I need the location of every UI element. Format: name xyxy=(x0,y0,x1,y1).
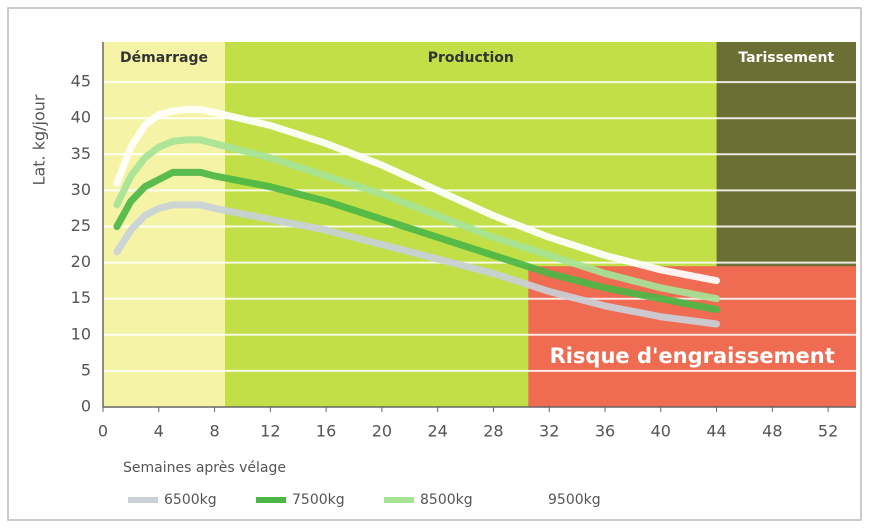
y-tick-label: 5 xyxy=(81,360,91,379)
zone-label: Risque d'engraissement xyxy=(550,344,835,368)
series-line xyxy=(113,201,721,328)
x-tick-label: 28 xyxy=(483,422,503,441)
risk-zone xyxy=(528,266,856,407)
x-tick-label: 0 xyxy=(98,422,108,441)
x-tick-label: 20 xyxy=(372,422,392,441)
x-tick-label: 16 xyxy=(316,422,336,441)
phase-label: Tarissement xyxy=(738,50,834,66)
y-tick-label: 40 xyxy=(71,108,91,127)
x-tick-label: 24 xyxy=(427,422,447,441)
phase-label: Production xyxy=(428,50,514,66)
phase-band xyxy=(103,42,226,407)
y-tick-label: 45 xyxy=(71,72,91,91)
x-tick-label: 12 xyxy=(260,422,280,441)
x-tick-label: 32 xyxy=(539,422,559,441)
x-tick-label: 52 xyxy=(818,422,838,441)
legend-label: 7500kg xyxy=(292,492,345,508)
y-axis-label: Lat. kg/jour xyxy=(30,94,49,185)
y-tick-label: 10 xyxy=(71,324,91,343)
legend-label: 8500kg xyxy=(420,492,473,508)
phase-label: Démarrage xyxy=(120,50,208,66)
x-tick-label: 48 xyxy=(762,422,782,441)
x-tick-label: 4 xyxy=(154,422,164,441)
y-tick-label: 20 xyxy=(71,252,91,271)
x-tick-label: 8 xyxy=(209,422,219,441)
y-tick-label: 0 xyxy=(81,397,91,416)
series-line xyxy=(113,168,721,314)
legend-label: 6500kg xyxy=(164,492,217,508)
series-line xyxy=(113,136,721,303)
y-tick-label: 30 xyxy=(71,180,91,199)
x-tick-label: 36 xyxy=(595,422,615,441)
y-tick-label: 25 xyxy=(71,216,91,235)
legend-label: 9500kg xyxy=(548,492,601,508)
y-tick-label: 15 xyxy=(71,288,91,307)
x-axis-label: Semaines après vélage xyxy=(123,460,286,476)
x-tick-label: 40 xyxy=(651,422,671,441)
x-tick-label: 44 xyxy=(706,422,726,441)
series-line xyxy=(113,106,721,285)
y-tick-label: 35 xyxy=(71,144,91,163)
